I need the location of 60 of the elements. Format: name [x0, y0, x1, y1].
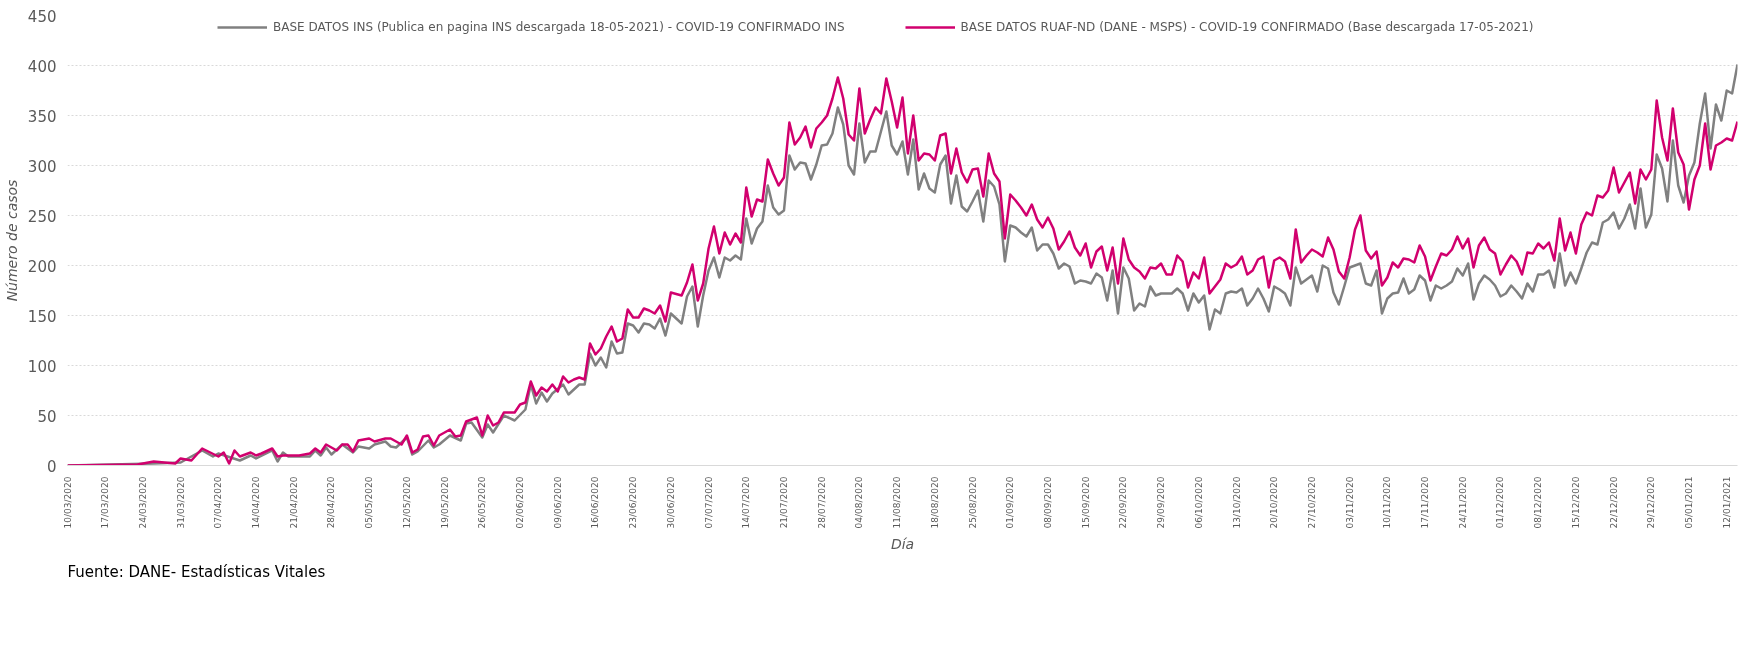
legend-label: BASE DATOS INS (Publica en pagina INS descargada 18-05-2021) - COVID-19 CONFIRMADO INS [273, 19, 845, 35]
x-tick-label: 07/07/2020 [703, 476, 714, 529]
y-tick-label: 300 [27, 157, 57, 176]
x-tick-label: 29/09/2020 [1156, 476, 1167, 529]
x-tick-label: 08/12/2020 [1533, 476, 1544, 529]
x-axis-title: Día [890, 536, 915, 553]
legend-label: BASE DATOS RUAF-ND (DANE - MSPS) - COVID-19 CONFIRMADO (Base descargada 17-05-2021) [960, 19, 1534, 35]
x-tick-label: 01/12/2020 [1495, 476, 1506, 529]
x-tick-label: 21/04/2020 [288, 476, 299, 529]
y-tick-label: 350 [27, 107, 57, 126]
x-tick-label: 16/06/2020 [590, 476, 601, 529]
x-tick-label: 03/11/2020 [1344, 476, 1355, 529]
x-tick-label: 10/03/2020 [62, 476, 73, 529]
x-tick-label: 08/09/2020 [1042, 476, 1053, 529]
y-tick-label: 400 [27, 57, 57, 76]
x-tick-label: 27/10/2020 [1306, 476, 1317, 529]
x-tick-label: 04/08/2020 [854, 476, 865, 529]
x-tick-label: 28/04/2020 [326, 476, 337, 529]
y-tick-label: 50 [37, 407, 57, 426]
y-tick-label: 100 [27, 357, 57, 376]
x-tick-label: 05/05/2020 [364, 476, 375, 529]
y-tick-label: 150 [27, 307, 57, 326]
x-tick-label: 30/06/2020 [665, 476, 676, 529]
x-tick-label: 10/11/2020 [1382, 476, 1393, 529]
x-tick-label: 12/05/2020 [401, 476, 412, 529]
x-tick-label: 23/06/2020 [628, 476, 639, 529]
x-tick-label: 05/01/2021 [1684, 476, 1695, 529]
y-tick-label: 200 [27, 257, 57, 276]
x-tick-label: 13/10/2020 [1231, 476, 1242, 529]
x-tick-label: 12/01/2021 [1721, 476, 1732, 529]
x-tick-label: 06/10/2020 [1193, 476, 1204, 529]
x-tick-label: 22/12/2020 [1608, 476, 1619, 529]
x-tick-label: 25/08/2020 [967, 476, 978, 529]
y-tick-label: 250 [27, 207, 57, 226]
x-tick-label: 17/11/2020 [1420, 476, 1431, 529]
y-axis-title: Número de casos [3, 179, 20, 302]
x-tick-label: 21/07/2020 [778, 476, 789, 529]
x-tick-label: 14/04/2020 [251, 476, 262, 529]
x-tick-label: 28/07/2020 [816, 476, 827, 529]
x-tick-label: 02/06/2020 [515, 476, 526, 529]
x-tick-label: 15/12/2020 [1570, 476, 1581, 529]
x-tick-label: 31/03/2020 [175, 476, 186, 529]
x-tick-label: 24/03/2020 [137, 476, 148, 529]
source-note: Fuente: DANE- Estadísticas Vitales [67, 562, 326, 581]
x-tick-label: 11/08/2020 [892, 476, 903, 529]
x-tick-label: 07/04/2020 [213, 476, 224, 529]
x-tick-label: 20/10/2020 [1269, 476, 1280, 529]
x-tick-label: 26/05/2020 [477, 476, 488, 529]
x-tick-label: 17/03/2020 [100, 476, 111, 529]
y-tick-label: 450 [27, 7, 57, 26]
x-tick-label: 29/12/2020 [1646, 476, 1657, 529]
x-tick-label: 24/11/2020 [1457, 476, 1468, 529]
x-tick-label: 01/09/2020 [1005, 476, 1016, 529]
x-tick-label: 09/06/2020 [552, 476, 563, 529]
x-tick-label: 19/05/2020 [439, 476, 450, 529]
x-tick-label: 18/08/2020 [929, 476, 940, 529]
x-tick-label: 14/07/2020 [741, 476, 752, 529]
x-tick-label: 15/09/2020 [1080, 476, 1091, 529]
y-tick-label: 0 [46, 457, 57, 476]
x-tick-label: 22/09/2020 [1118, 476, 1129, 529]
